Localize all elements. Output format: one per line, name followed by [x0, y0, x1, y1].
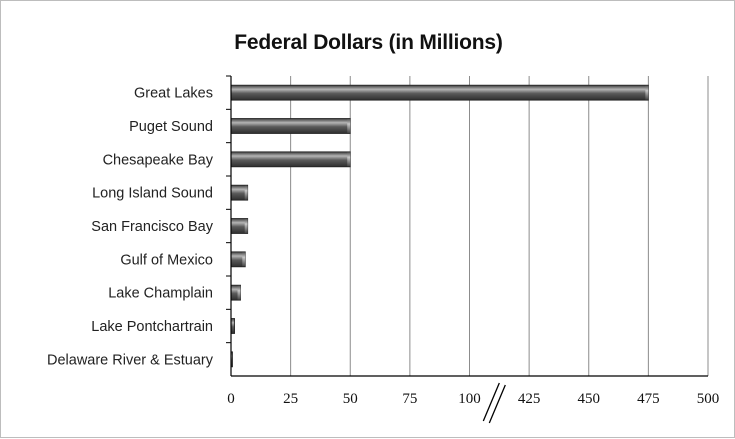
break-line: [488, 384, 506, 424]
bar-end-cap: [347, 119, 351, 133]
bar-puget-sound: [230, 118, 351, 134]
gridlines: [290, 76, 709, 376]
bar-end-cap: [347, 152, 351, 167]
x-tick-label: 100: [458, 391, 481, 407]
category-label: Puget Sound: [129, 119, 213, 135]
bar-end-cap: [244, 185, 248, 200]
x-tick-label: 500: [697, 391, 720, 407]
x-tick-label: 475: [637, 391, 660, 407]
bars: [230, 84, 649, 368]
x-tick-label: 450: [578, 391, 601, 407]
bar-body: [230, 151, 351, 168]
bar-gulf-of-mexico: [230, 251, 246, 268]
bar-body: [230, 84, 649, 101]
category-label: Great Lakes: [134, 86, 213, 102]
category-labels: Great Lakes Puget Sound Chesapeake Bay Long…: [47, 86, 214, 369]
x-tick-label: 25: [283, 391, 298, 407]
x-tick-label: 0: [227, 391, 235, 407]
x-tick-label: 425: [518, 391, 541, 407]
category-label: Gulf of Mexico: [120, 252, 213, 268]
category-label: San Francisco Bay: [91, 219, 213, 235]
category-label: Delaware River & Estuary: [47, 352, 214, 368]
category-label: Long Island Sound: [92, 186, 213, 202]
category-label: Lake Champlain: [108, 286, 213, 302]
category-label: Lake Pontchartrain: [91, 319, 213, 335]
chart-title: Federal Dollars (in Millions): [234, 31, 503, 54]
x-tick-label: 75: [402, 391, 417, 407]
axes: [226, 75, 708, 424]
bar-san-francisco-bay: [230, 218, 249, 234]
bar-end-cap: [645, 85, 649, 100]
bar-great-lakes: [230, 84, 649, 101]
x-tick-labels: 0 25 50 75 100 425 450 475 500: [227, 391, 719, 407]
bar-end-cap: [242, 252, 246, 267]
bar-lake-champlain: [230, 284, 241, 301]
break-line: [482, 382, 500, 422]
bar-long-island-sound: [230, 184, 249, 201]
x-tick-label: 50: [343, 391, 358, 407]
axis-break-marks: [482, 382, 506, 424]
bar-end-cap: [237, 285, 241, 300]
bar-chesapeake-bay: [230, 151, 351, 168]
category-label: Chesapeake Bay: [103, 152, 214, 168]
bar-body: [230, 118, 351, 134]
bar-end-cap: [244, 219, 248, 233]
